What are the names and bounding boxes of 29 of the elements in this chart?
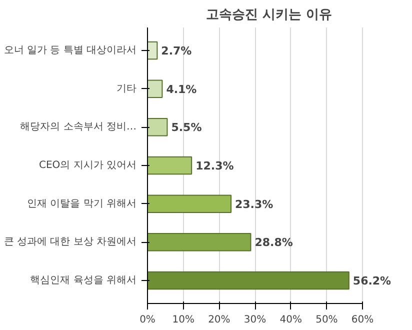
bar: [148, 118, 168, 136]
y-tick-label: 해당자의 소속부서 정비…: [20, 122, 136, 133]
x-tick-label: 20%: [208, 314, 230, 326]
data-label: 56.2%: [352, 274, 392, 288]
bar: [148, 233, 252, 252]
bar: [148, 41, 158, 60]
y-tick-label: 오너 일가 등 특별 대상이라서: [4, 45, 137, 56]
x-tick-label: 40%: [280, 314, 302, 326]
x-tick-label: 60%: [351, 314, 374, 326]
bar: [148, 194, 232, 213]
y-tick-label: 큰 성과에 대한 보상 차원에서: [4, 236, 137, 248]
bar: [148, 156, 192, 175]
data-label: 23.3%: [235, 198, 274, 211]
chart-title: 고속승진 시키는 이유: [206, 8, 332, 22]
x-tick-label: 0%: [140, 314, 156, 326]
y-tick-label: 핵심인재 육성을 위해서: [30, 275, 136, 286]
y-tick-label: 인재 이탈을 막기 위해서: [26, 198, 137, 210]
x-tick-label: 10%: [172, 314, 194, 326]
data-label: 12.3%: [196, 160, 234, 172]
bar: [148, 271, 350, 290]
x-tick-label: 30%: [244, 314, 266, 326]
x-tick-label: 50%: [316, 314, 338, 326]
y-tick-label: 기타: [116, 83, 136, 94]
data-label: 4.1%: [166, 82, 197, 96]
data-label: 5.5%: [171, 121, 202, 134]
data-label: 28.8%: [254, 236, 293, 250]
data-label: 2.7%: [161, 44, 192, 58]
bar: [148, 80, 163, 98]
y-tick-label: CEO의 지시가 있어서: [38, 160, 136, 171]
